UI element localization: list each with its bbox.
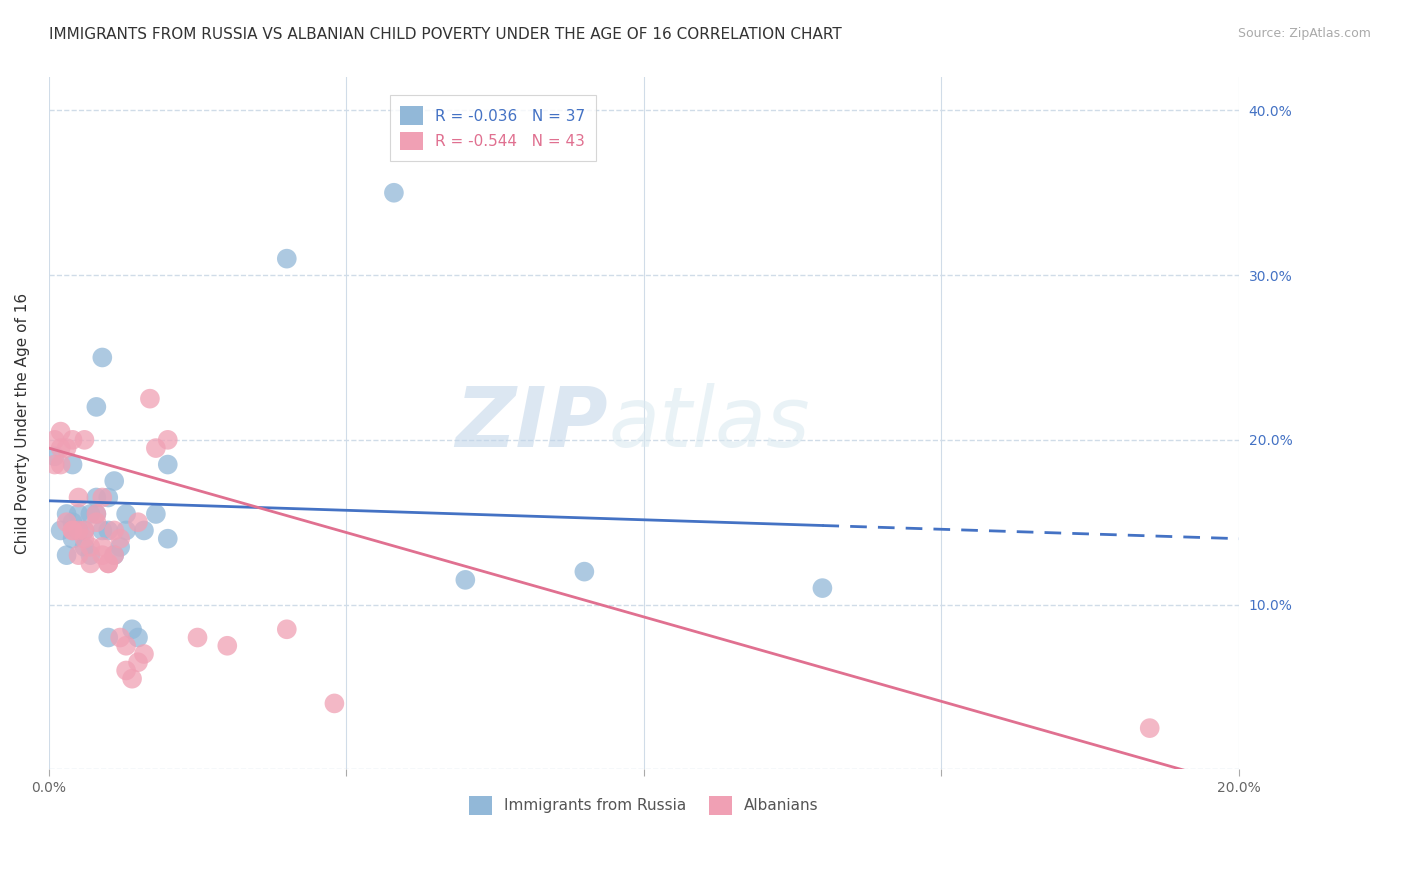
Point xyxy=(97,557,120,571)
Point xyxy=(67,507,90,521)
Point xyxy=(86,515,108,529)
Point xyxy=(574,565,596,579)
Point xyxy=(276,622,298,636)
Point xyxy=(62,532,84,546)
Point xyxy=(217,639,239,653)
Point xyxy=(91,524,114,538)
Point xyxy=(49,441,72,455)
Point xyxy=(132,647,155,661)
Point xyxy=(55,441,77,455)
Point xyxy=(91,548,114,562)
Point xyxy=(127,655,149,669)
Point xyxy=(91,351,114,365)
Point xyxy=(115,664,138,678)
Point xyxy=(103,524,125,538)
Point xyxy=(62,458,84,472)
Point xyxy=(73,433,96,447)
Point xyxy=(108,631,131,645)
Point xyxy=(49,425,72,439)
Point xyxy=(97,491,120,505)
Point xyxy=(79,540,101,554)
Point xyxy=(86,507,108,521)
Point xyxy=(91,491,114,505)
Point xyxy=(67,548,90,562)
Point xyxy=(67,524,90,538)
Point xyxy=(103,548,125,562)
Point xyxy=(115,507,138,521)
Point xyxy=(86,507,108,521)
Point xyxy=(382,186,405,200)
Y-axis label: Child Poverty Under the Age of 16: Child Poverty Under the Age of 16 xyxy=(15,293,30,554)
Point xyxy=(1139,721,1161,735)
Point xyxy=(97,524,120,538)
Point xyxy=(97,557,120,571)
Point xyxy=(132,524,155,538)
Point xyxy=(62,515,84,529)
Point xyxy=(121,672,143,686)
Point xyxy=(73,524,96,538)
Point xyxy=(86,491,108,505)
Point xyxy=(115,524,138,538)
Point xyxy=(156,458,179,472)
Point xyxy=(145,507,167,521)
Point xyxy=(91,540,114,554)
Point xyxy=(73,532,96,546)
Text: IMMIGRANTS FROM RUSSIA VS ALBANIAN CHILD POVERTY UNDER THE AGE OF 16 CORRELATION: IMMIGRANTS FROM RUSSIA VS ALBANIAN CHILD… xyxy=(49,27,842,42)
Point xyxy=(323,697,346,711)
Text: atlas: atlas xyxy=(609,383,810,464)
Point xyxy=(139,392,162,406)
Point xyxy=(86,400,108,414)
Point xyxy=(156,433,179,447)
Point xyxy=(103,474,125,488)
Point xyxy=(108,540,131,554)
Point xyxy=(67,491,90,505)
Point xyxy=(49,458,72,472)
Point xyxy=(73,524,96,538)
Text: Source: ZipAtlas.com: Source: ZipAtlas.com xyxy=(1237,27,1371,40)
Point xyxy=(276,252,298,266)
Point xyxy=(103,548,125,562)
Point xyxy=(79,548,101,562)
Point xyxy=(121,622,143,636)
Point xyxy=(55,515,77,529)
Point xyxy=(44,433,66,447)
Point xyxy=(44,450,66,464)
Legend: Immigrants from Russia, Albanians: Immigrants from Russia, Albanians xyxy=(460,787,828,824)
Point xyxy=(62,433,84,447)
Point xyxy=(186,631,208,645)
Point xyxy=(97,631,120,645)
Point xyxy=(145,441,167,455)
Point xyxy=(811,581,834,595)
Point xyxy=(156,532,179,546)
Point xyxy=(62,524,84,538)
Point xyxy=(108,532,131,546)
Point xyxy=(127,515,149,529)
Point xyxy=(62,524,84,538)
Point xyxy=(67,524,90,538)
Point xyxy=(55,548,77,562)
Point xyxy=(79,557,101,571)
Text: ZIP: ZIP xyxy=(456,383,609,464)
Point xyxy=(44,458,66,472)
Point xyxy=(73,540,96,554)
Point xyxy=(127,631,149,645)
Point xyxy=(79,507,101,521)
Point xyxy=(55,507,77,521)
Point xyxy=(115,639,138,653)
Point xyxy=(49,524,72,538)
Point xyxy=(454,573,477,587)
